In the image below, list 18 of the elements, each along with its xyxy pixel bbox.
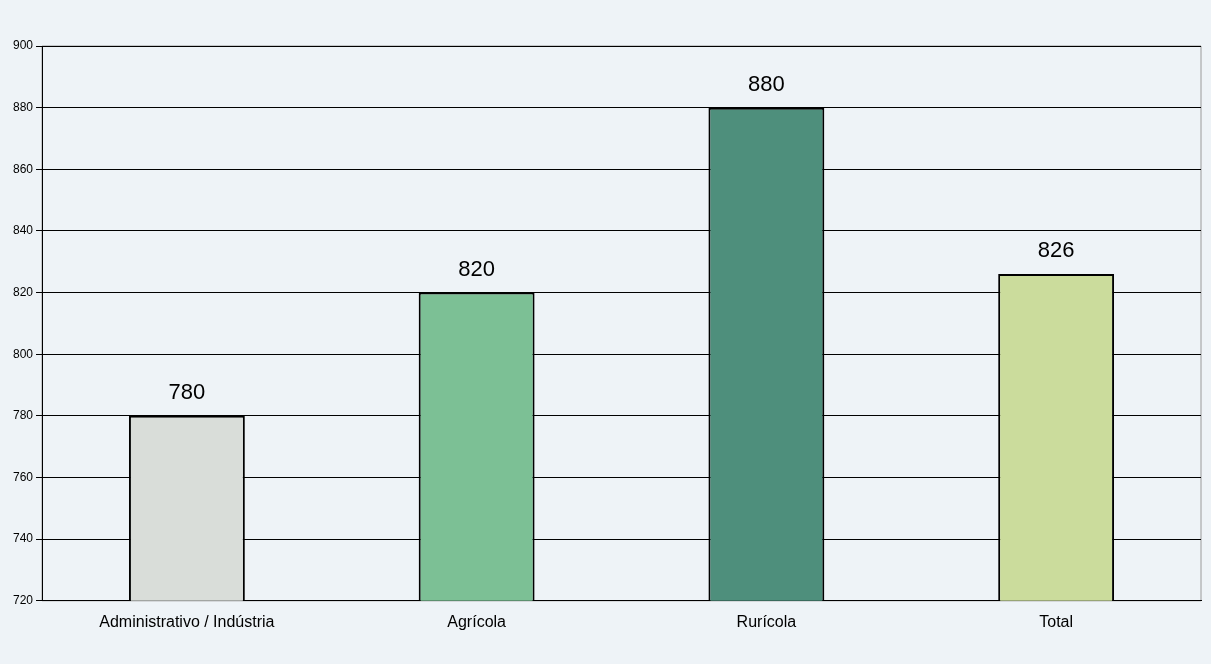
x-tick-label: Rurícola: [736, 612, 797, 630]
x-tick-label: Agrícola: [447, 612, 507, 630]
y-tick-label: 720: [12, 593, 34, 608]
x-tick-label: Administrativo / Indústria: [99, 612, 275, 630]
data-label: 880: [748, 70, 785, 96]
data-label: 826: [1037, 237, 1075, 263]
y-tick-label: 820: [12, 284, 34, 299]
y-tick-label: 740: [12, 531, 34, 546]
y-tick-label: 840: [12, 223, 34, 238]
y-tick-label: 760: [12, 469, 34, 484]
y-tick-label: 780: [12, 408, 34, 423]
y-tick-label: 900: [12, 38, 34, 53]
y-tick-label: 860: [12, 161, 34, 176]
x-tick-label: Total: [1039, 612, 1074, 630]
data-label: 780: [168, 378, 206, 404]
y-tick-label: 800: [12, 346, 34, 361]
y-tick-label: 880: [12, 99, 34, 114]
data-label: 820: [458, 255, 495, 281]
